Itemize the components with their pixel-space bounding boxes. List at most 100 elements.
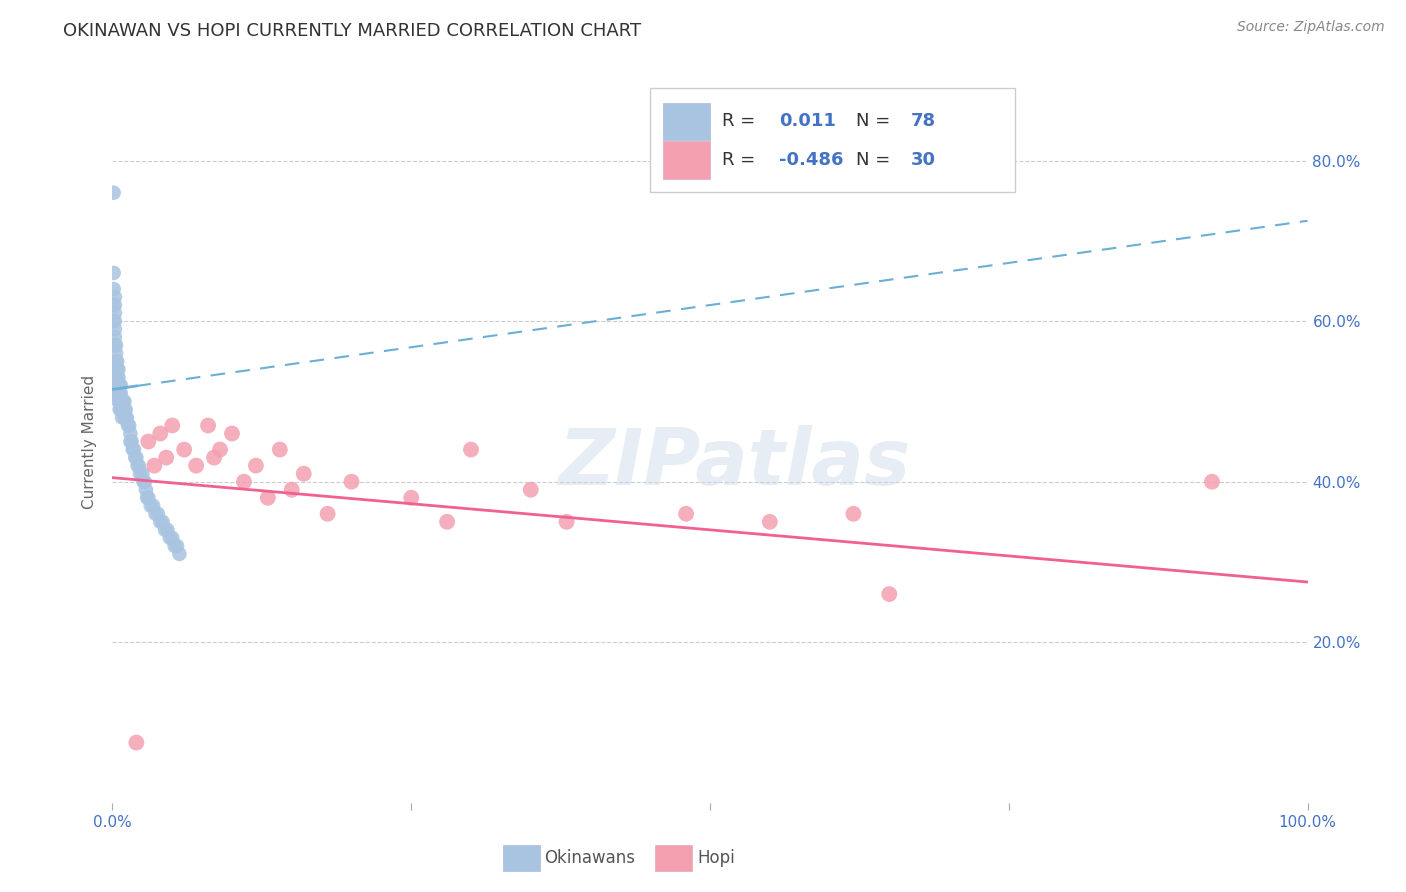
Text: N =: N = bbox=[856, 112, 896, 130]
Point bbox=[162, 418, 183, 433]
Point bbox=[104, 314, 127, 328]
Text: 0.011: 0.011 bbox=[779, 112, 837, 130]
Point bbox=[146, 507, 169, 521]
Point bbox=[143, 458, 166, 473]
Point bbox=[145, 507, 167, 521]
Point bbox=[104, 290, 127, 304]
Point bbox=[142, 499, 165, 513]
Point bbox=[108, 402, 131, 417]
Point bbox=[138, 434, 160, 449]
Text: Hopi: Hopi bbox=[697, 849, 735, 867]
Text: R =: R = bbox=[723, 112, 761, 130]
Point bbox=[340, 475, 363, 489]
Point bbox=[110, 402, 132, 417]
Point bbox=[105, 346, 128, 360]
Point bbox=[269, 442, 291, 457]
Y-axis label: Currently Married: Currently Married bbox=[82, 375, 97, 508]
Point bbox=[104, 338, 127, 352]
Point bbox=[1201, 475, 1223, 489]
Point bbox=[233, 475, 256, 489]
Point bbox=[105, 354, 128, 368]
FancyBboxPatch shape bbox=[664, 141, 710, 178]
Point bbox=[169, 547, 191, 561]
Point bbox=[134, 475, 156, 489]
Point bbox=[316, 507, 339, 521]
Point bbox=[105, 362, 128, 376]
Text: Okinawans: Okinawans bbox=[544, 849, 636, 867]
Point bbox=[138, 491, 160, 505]
Point bbox=[436, 515, 458, 529]
Point bbox=[105, 354, 128, 368]
Point bbox=[104, 330, 127, 344]
Point bbox=[112, 402, 135, 417]
Point bbox=[105, 370, 128, 384]
Point bbox=[131, 467, 153, 481]
Point bbox=[128, 458, 150, 473]
Point bbox=[103, 266, 125, 280]
Point bbox=[103, 298, 125, 312]
FancyBboxPatch shape bbox=[651, 87, 1015, 193]
Point bbox=[114, 402, 136, 417]
Point bbox=[292, 467, 315, 481]
Point bbox=[202, 450, 225, 465]
Point bbox=[121, 434, 143, 449]
Point bbox=[120, 426, 142, 441]
Point bbox=[121, 442, 143, 457]
Point bbox=[129, 467, 152, 481]
Point bbox=[122, 442, 145, 457]
Point bbox=[111, 402, 134, 417]
Point bbox=[555, 515, 578, 529]
Point bbox=[135, 483, 157, 497]
Text: 30: 30 bbox=[911, 151, 936, 169]
Point bbox=[110, 386, 132, 401]
Point bbox=[156, 523, 179, 537]
Text: -0.486: -0.486 bbox=[779, 151, 844, 169]
Point bbox=[759, 515, 782, 529]
Point bbox=[110, 394, 132, 409]
Point bbox=[108, 386, 131, 401]
Point bbox=[124, 450, 146, 465]
Point bbox=[401, 491, 423, 505]
Point bbox=[209, 442, 232, 457]
Point bbox=[114, 394, 135, 409]
Point bbox=[125, 450, 148, 465]
Point bbox=[675, 507, 697, 521]
Point bbox=[159, 531, 181, 545]
Point bbox=[107, 394, 129, 409]
Point bbox=[103, 186, 125, 200]
Point bbox=[105, 338, 128, 352]
Point bbox=[103, 314, 125, 328]
Point bbox=[186, 458, 208, 473]
Point bbox=[114, 410, 135, 425]
Point bbox=[110, 378, 132, 392]
Text: ZIPatlas: ZIPatlas bbox=[558, 425, 910, 501]
Point bbox=[221, 426, 243, 441]
Point bbox=[162, 531, 183, 545]
Point bbox=[108, 394, 131, 409]
Point bbox=[111, 410, 134, 425]
Point bbox=[107, 386, 129, 401]
Point bbox=[107, 370, 129, 384]
Point bbox=[125, 735, 148, 749]
Point bbox=[132, 475, 155, 489]
Point bbox=[149, 426, 172, 441]
Point bbox=[107, 378, 129, 392]
Point bbox=[155, 450, 177, 465]
Point bbox=[166, 539, 188, 553]
Point bbox=[149, 515, 172, 529]
Text: 78: 78 bbox=[911, 112, 936, 130]
Point bbox=[245, 458, 267, 473]
Text: R =: R = bbox=[723, 151, 761, 169]
Point bbox=[197, 418, 219, 433]
Point bbox=[118, 418, 141, 433]
Point bbox=[103, 282, 125, 296]
Point bbox=[105, 386, 128, 401]
Point bbox=[115, 410, 138, 425]
Point bbox=[163, 539, 186, 553]
Point bbox=[139, 499, 162, 513]
Point bbox=[114, 410, 136, 425]
Point bbox=[104, 306, 127, 320]
Point bbox=[111, 394, 134, 409]
Point bbox=[105, 378, 128, 392]
Point bbox=[104, 322, 127, 336]
